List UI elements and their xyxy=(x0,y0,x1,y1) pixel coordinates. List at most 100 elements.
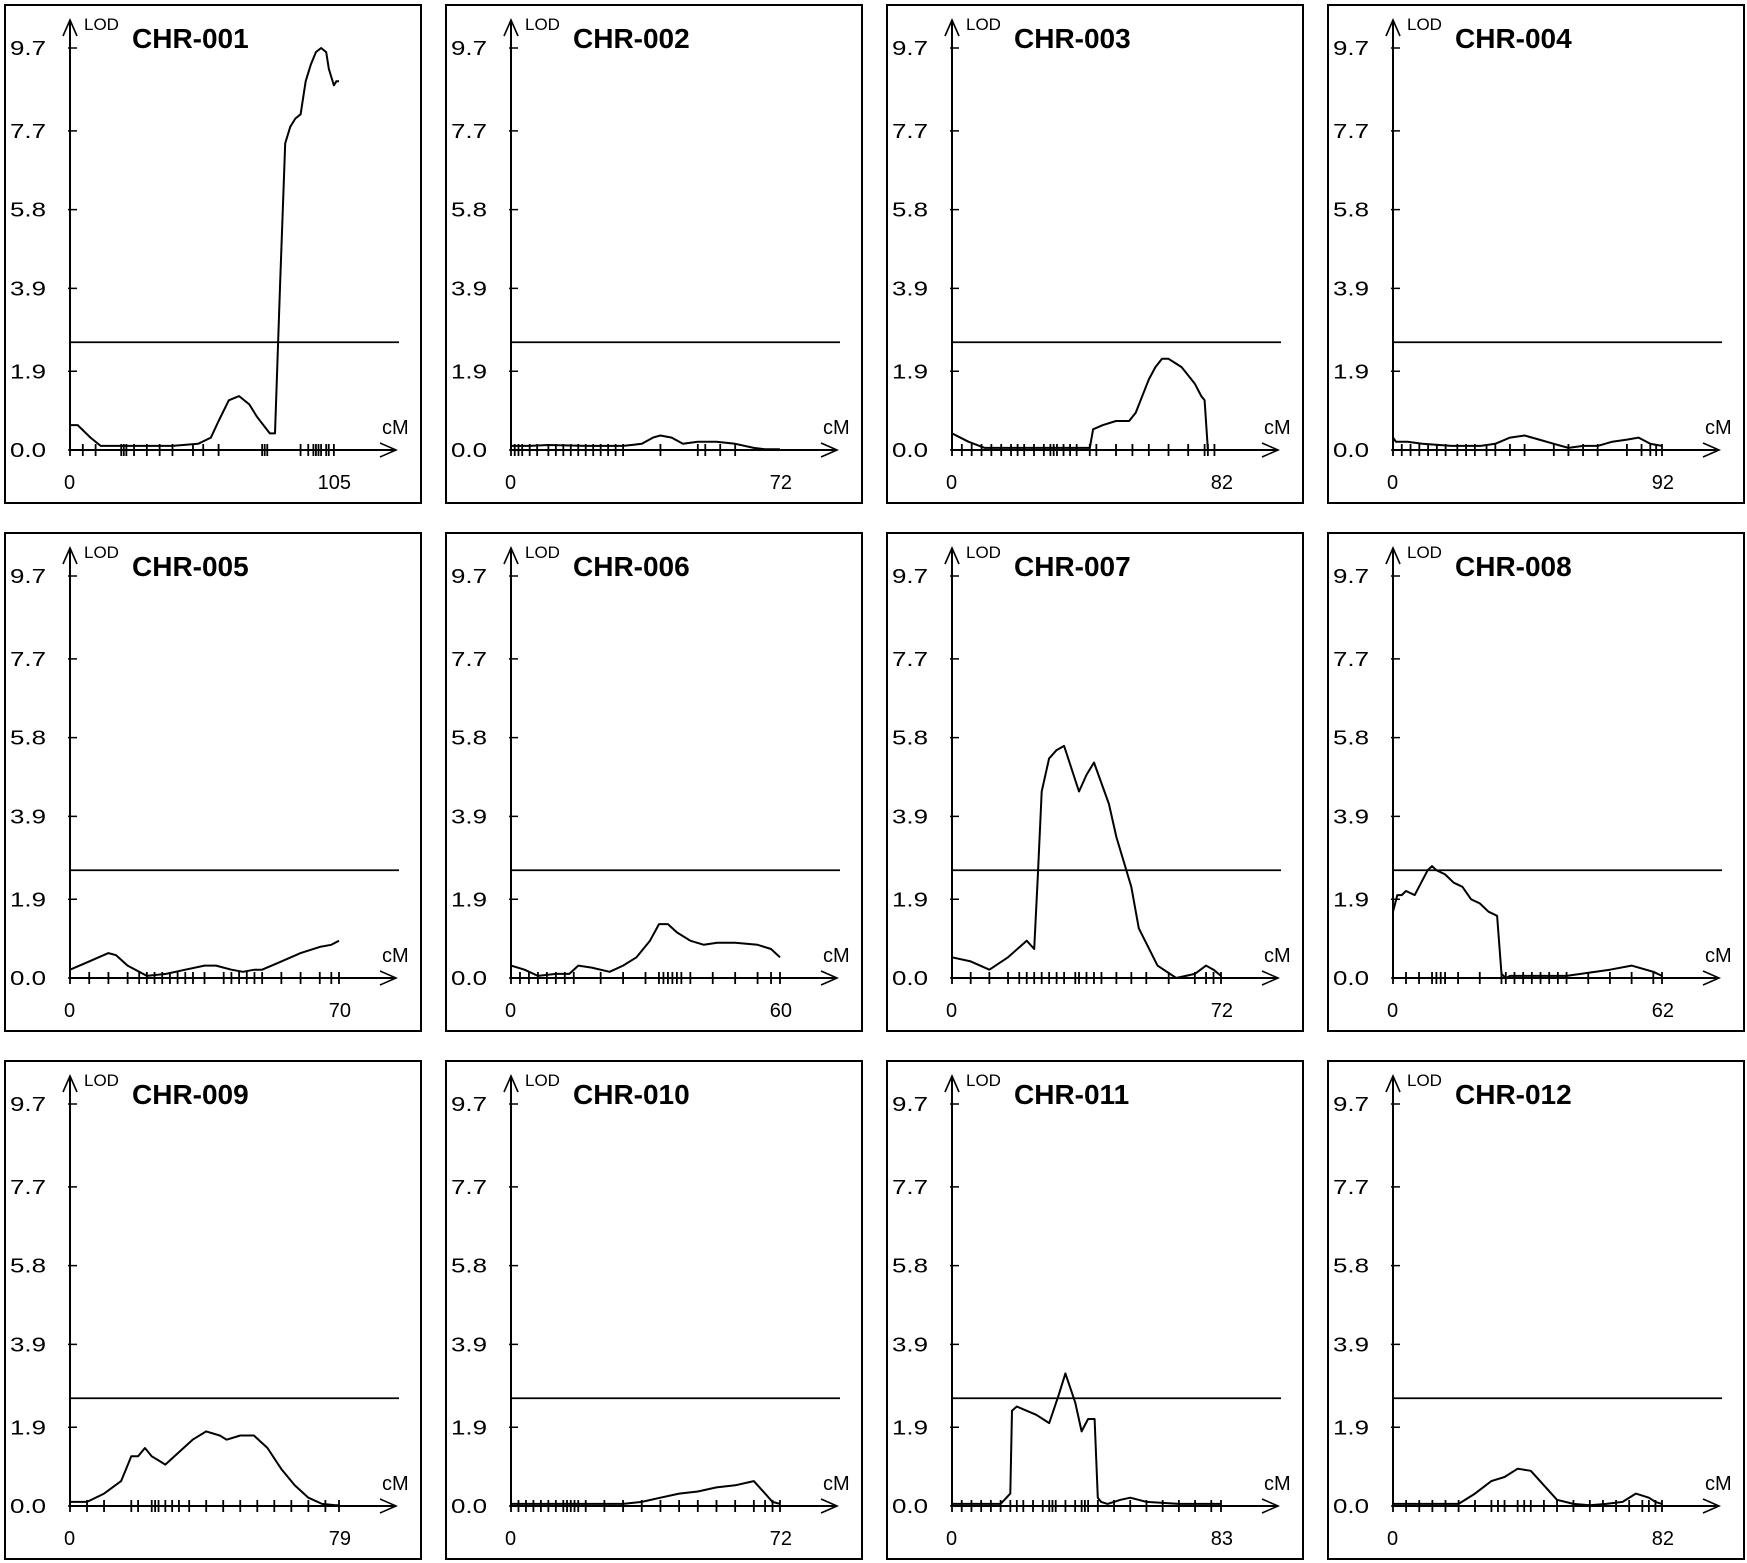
y-tick-label: 3.9 xyxy=(1333,278,1369,300)
x-axis-arrow xyxy=(379,442,398,458)
y-tick-label: 7.7 xyxy=(1333,649,1369,671)
chart-panel: 0.0 1.9 3.9 5.8 7.7 9.7 LOD CHR-008 cM 0 62 xyxy=(1327,532,1745,1032)
y-tick-label: 7.7 xyxy=(451,649,487,671)
y-tick-label: 5.8 xyxy=(1333,728,1369,750)
y-tick-label: 0.0 xyxy=(10,440,46,462)
y-axis-arrow xyxy=(944,546,960,565)
x-tick-label: 82 xyxy=(1211,472,1233,494)
y-axis-label: LOD xyxy=(525,1071,560,1090)
y-axis-arrow xyxy=(503,546,519,565)
y-axis-label: LOD xyxy=(966,1071,1001,1090)
y-tick-label: 7.7 xyxy=(10,121,46,143)
y-tick-label: 0.0 xyxy=(451,1496,487,1518)
lod-curve xyxy=(70,47,339,447)
y-tick-label: 9.7 xyxy=(10,38,46,60)
y-tick-label: 0.0 xyxy=(451,440,487,462)
chart-title: CHR-012 xyxy=(1455,1079,1572,1110)
y-axis-label: LOD xyxy=(525,543,560,562)
x-axis-arrow xyxy=(820,1498,839,1514)
chart-panel: 0.0 1.9 3.9 5.8 7.7 9.7 LOD CHR-009 cM 0 79 xyxy=(4,1060,422,1560)
x-axis-arrow xyxy=(820,970,839,986)
y-axis-arrow xyxy=(1385,1074,1401,1093)
x-unit-label: cM xyxy=(1264,945,1291,967)
chart-svg: 0.0 1.9 3.9 5.8 7.7 9.7 LOD CHR-011 cM 0 83 xyxy=(892,1071,1291,1550)
y-tick-label: 1.9 xyxy=(892,361,928,383)
y-tick-label: 9.7 xyxy=(1333,1094,1369,1116)
y-tick-label: 5.8 xyxy=(10,728,46,750)
x-tick-label: 72 xyxy=(770,472,792,494)
chart-title: CHR-003 xyxy=(1014,23,1131,54)
y-tick-label: 7.7 xyxy=(1333,121,1369,143)
x-tick-label: 0 xyxy=(946,472,957,494)
chart-svg: 0.0 1.9 3.9 5.8 7.7 9.7 LOD CHR-012 cM 0 82 xyxy=(1333,1071,1732,1550)
y-tick-label: 3.9 xyxy=(1333,806,1369,828)
x-unit-label: cM xyxy=(1264,1473,1291,1495)
chart-title: CHR-004 xyxy=(1455,23,1572,54)
y-tick-label: 5.8 xyxy=(10,200,46,222)
chart-panel: 0.0 1.9 3.9 5.8 7.7 9.7 LOD CHR-002 cM 0 72 xyxy=(445,4,863,504)
x-axis-arrow xyxy=(820,442,839,458)
y-axis-label: LOD xyxy=(966,543,1001,562)
x-tick-label: 0 xyxy=(1387,472,1398,494)
y-tick-label: 0.0 xyxy=(1333,968,1369,990)
x-unit-label: cM xyxy=(382,1473,409,1495)
y-tick-label: 1.9 xyxy=(1333,1417,1369,1439)
chart-panel: 0.0 1.9 3.9 5.8 7.7 9.7 LOD CHR-001 cM 0 105 xyxy=(4,4,422,504)
y-tick-label: 5.8 xyxy=(892,200,928,222)
x-unit-label: cM xyxy=(382,417,409,439)
lod-curve xyxy=(510,923,781,977)
chart-svg: 0.0 1.9 3.9 5.8 7.7 9.7 LOD CHR-005 cM 0 70 xyxy=(10,543,409,1022)
y-tick-label: 1.9 xyxy=(451,1417,487,1439)
y-tick-label: 5.8 xyxy=(451,728,487,750)
y-tick-label: 1.9 xyxy=(892,1417,928,1439)
x-unit-label: cM xyxy=(1264,417,1291,439)
x-unit-label: cM xyxy=(823,945,850,967)
lod-curve xyxy=(1393,1467,1663,1507)
x-tick-label: 0 xyxy=(505,1000,516,1022)
y-tick-label: 5.8 xyxy=(892,728,928,750)
chart-svg: 0.0 1.9 3.9 5.8 7.7 9.7 LOD CHR-009 cM 0 79 xyxy=(10,1071,409,1550)
y-tick-label: 9.7 xyxy=(451,1094,487,1116)
y-axis-label: LOD xyxy=(84,1071,119,1090)
y-axis-arrow xyxy=(1385,546,1401,565)
y-tick-label: 9.7 xyxy=(892,38,928,60)
y-tick-label: 0.0 xyxy=(1333,440,1369,462)
y-tick-label: 3.9 xyxy=(451,278,487,300)
y-tick-label: 7.7 xyxy=(1333,1177,1369,1199)
chart-panel: 0.0 1.9 3.9 5.8 7.7 9.7 LOD CHR-010 cM 0 72 xyxy=(445,1060,863,1560)
x-unit-label: cM xyxy=(823,417,850,439)
y-tick-label: 3.9 xyxy=(1333,1334,1369,1356)
x-tick-label: 72 xyxy=(770,1528,792,1550)
y-tick-label: 0.0 xyxy=(892,968,928,990)
x-axis-arrow xyxy=(379,970,398,986)
y-tick-label: 5.8 xyxy=(892,1256,928,1278)
x-axis-arrow xyxy=(379,1498,398,1514)
y-tick-label: 9.7 xyxy=(451,566,487,588)
x-tick-label: 0 xyxy=(1387,1000,1398,1022)
y-tick-label: 3.9 xyxy=(10,806,46,828)
x-tick-label: 0 xyxy=(946,1000,957,1022)
x-tick-label: 72 xyxy=(1211,1000,1233,1022)
chart-panel: 0.0 1.9 3.9 5.8 7.7 9.7 LOD CHR-011 cM 0 83 xyxy=(886,1060,1304,1560)
y-tick-label: 0.0 xyxy=(10,968,46,990)
chart-panel: 0.0 1.9 3.9 5.8 7.7 9.7 LOD CHR-004 cM 0 92 xyxy=(1327,4,1745,504)
x-unit-label: cM xyxy=(823,1473,850,1495)
chart-title: CHR-008 xyxy=(1455,551,1572,582)
y-tick-label: 1.9 xyxy=(1333,889,1369,911)
x-tick-label: 0 xyxy=(505,1528,516,1550)
y-tick-label: 1.9 xyxy=(10,889,46,911)
y-axis-arrow xyxy=(503,18,519,37)
y-axis-arrow xyxy=(944,1074,960,1093)
y-tick-label: 1.9 xyxy=(10,361,46,383)
x-axis-arrow xyxy=(1702,1498,1721,1514)
lod-curve xyxy=(951,357,1221,451)
x-tick-label: 105 xyxy=(318,472,351,494)
x-axis-arrow xyxy=(1702,970,1721,986)
y-tick-label: 7.7 xyxy=(10,1177,46,1199)
chart-svg: 0.0 1.9 3.9 5.8 7.7 9.7 LOD CHR-001 cM 0 105 xyxy=(10,15,409,494)
lod-curve xyxy=(1392,434,1663,449)
y-tick-label: 7.7 xyxy=(892,1177,928,1199)
chart-title: CHR-011 xyxy=(1014,1079,1129,1110)
chart-panel: 0.0 1.9 3.9 5.8 7.7 9.7 LOD CHR-003 cM 0 82 xyxy=(886,4,1304,504)
